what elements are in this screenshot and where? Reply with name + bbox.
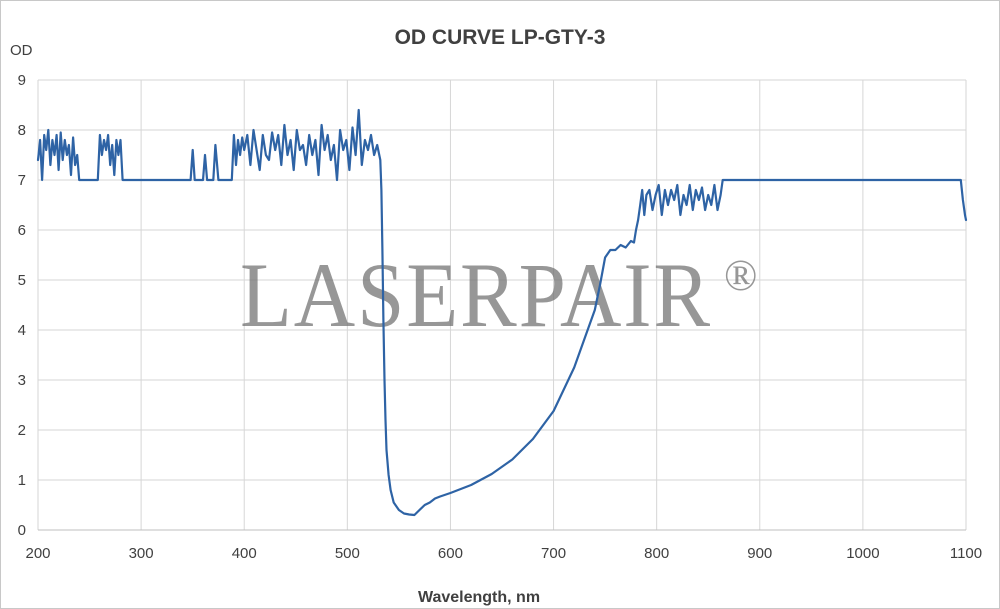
chart-title: OD CURVE LP-GTY-3 xyxy=(395,26,606,49)
x-tick-label: 600 xyxy=(438,545,463,562)
y-tick-label: 7 xyxy=(18,172,26,189)
y-axis-label: OD xyxy=(10,42,33,59)
y-tick-label: 5 xyxy=(18,272,26,289)
x-tick-label: 200 xyxy=(25,545,50,562)
y-tick-label: 9 xyxy=(18,72,26,89)
x-tick-label: 800 xyxy=(644,545,669,562)
x-tick-label: 400 xyxy=(232,545,257,562)
y-tick-label: 1 xyxy=(18,472,26,489)
x-tick-label: 1000 xyxy=(846,545,879,562)
x-axis-label: Wavelength, nm xyxy=(418,589,540,606)
x-tick-label: 700 xyxy=(541,545,566,562)
od-series-line xyxy=(36,108,968,517)
watermark: LASERPAIR ® xyxy=(240,244,757,346)
y-tick-label: 6 xyxy=(18,222,26,239)
y-tick-label: 3 xyxy=(18,372,26,389)
watermark-text: LASERPAIR xyxy=(240,244,712,346)
x-tick-label: 900 xyxy=(747,545,772,562)
watermark-registered-mark: ® xyxy=(724,251,757,300)
y-tick-label: 8 xyxy=(18,122,26,139)
y-tick-labels: 0 1 2 3 4 5 6 7 8 9 xyxy=(18,72,26,539)
x-tick-labels: 200 300 400 500 600 700 800 900 1000 1100 xyxy=(25,545,982,562)
x-tick-label: 300 xyxy=(129,545,154,562)
x-tick-label: 500 xyxy=(335,545,360,562)
plot-area xyxy=(36,108,968,517)
y-tick-label: 2 xyxy=(18,422,26,439)
y-tick-label: 0 xyxy=(18,522,26,539)
x-tick-label: 1100 xyxy=(950,545,982,562)
y-tick-label: 4 xyxy=(18,322,26,339)
